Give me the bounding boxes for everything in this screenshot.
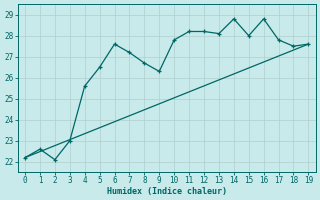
X-axis label: Humidex (Indice chaleur): Humidex (Indice chaleur)	[107, 187, 227, 196]
